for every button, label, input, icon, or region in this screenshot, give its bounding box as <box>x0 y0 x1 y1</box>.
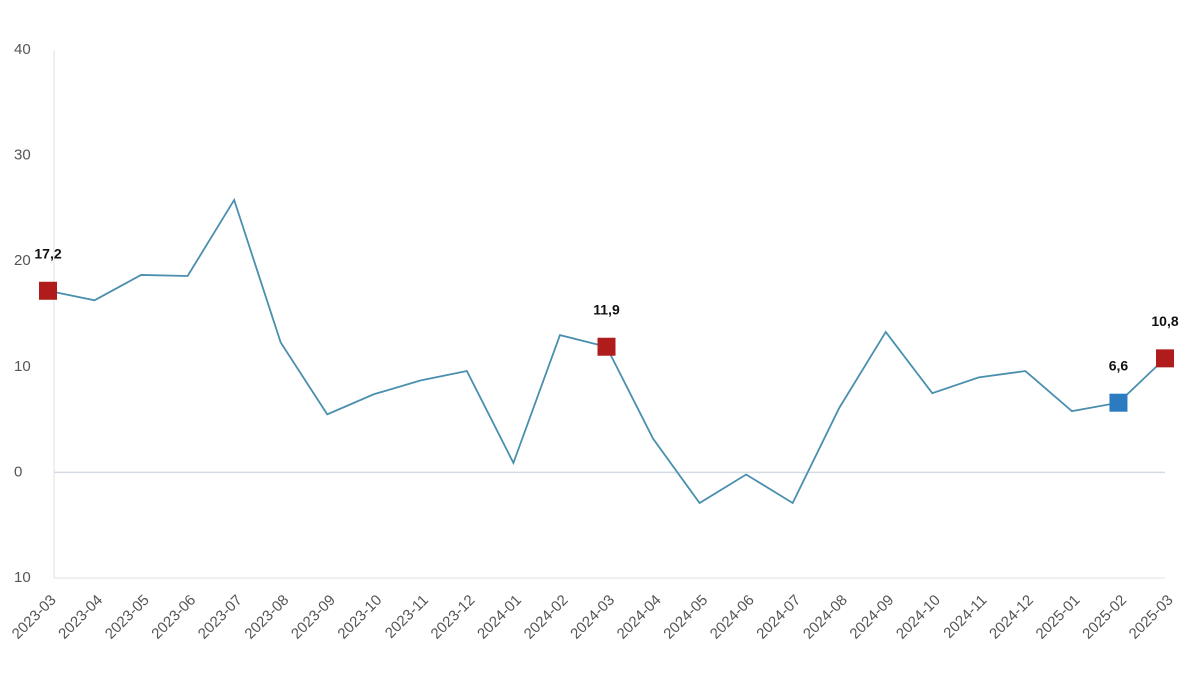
x-tick-label: 2024-05 <box>660 592 711 643</box>
marker <box>597 337 616 356</box>
x-tick-label: 2025-03 <box>1126 592 1177 643</box>
x-tick-label: 2023-04 <box>55 592 106 643</box>
marker <box>1109 393 1128 412</box>
x-tick-label: 2023-12 <box>428 592 479 643</box>
x-tick-label: 2024-11 <box>940 592 990 642</box>
marker <box>1156 349 1174 368</box>
x-tick-label: 2024-04 <box>614 592 665 643</box>
y-tick-label: 20 <box>14 252 31 269</box>
x-tick-label: 2023-08 <box>241 592 292 643</box>
y-tick-label: 40 <box>14 41 31 58</box>
y-tick-label: 10 <box>14 358 31 375</box>
x-tick-label: 2023-05 <box>102 592 153 643</box>
x-tick-label: 2024-09 <box>846 592 897 643</box>
value-label: 11,9 <box>593 301 620 317</box>
y-tick-label: 0 <box>14 463 22 480</box>
x-tick-label: 2025-02 <box>1079 592 1130 643</box>
x-tick-label: 2023-07 <box>195 592 246 643</box>
value-label: 6,6 <box>1109 357 1129 373</box>
x-tick-label: 2024-10 <box>893 592 944 643</box>
x-tick-label: 2023-11 <box>382 592 432 642</box>
x-tick-label: 2024-08 <box>800 592 851 643</box>
x-tick-label: 2024-01 <box>474 592 525 643</box>
x-tick-label: 2025-01 <box>1033 592 1084 643</box>
x-tick-label: 2024-02 <box>521 592 572 643</box>
value-label: 10,8 <box>1151 313 1178 329</box>
x-tick-label: 2024-07 <box>753 592 804 643</box>
x-tick-label: 2024-12 <box>986 592 1037 643</box>
marker <box>39 281 57 300</box>
x-tick-label: 2023-10 <box>334 592 385 643</box>
x-tick-label: 2023-09 <box>288 592 339 643</box>
x-tick-label: 2023-06 <box>148 592 199 643</box>
x-tick-label: 2023-03 <box>9 592 60 643</box>
value-label: 17,2 <box>34 245 61 261</box>
y-tick-label: 30 <box>14 147 31 164</box>
x-tick-label: 2024-03 <box>567 592 618 643</box>
y-tick-label: 10 <box>14 569 31 586</box>
x-tick-label: 2024-06 <box>707 592 758 643</box>
